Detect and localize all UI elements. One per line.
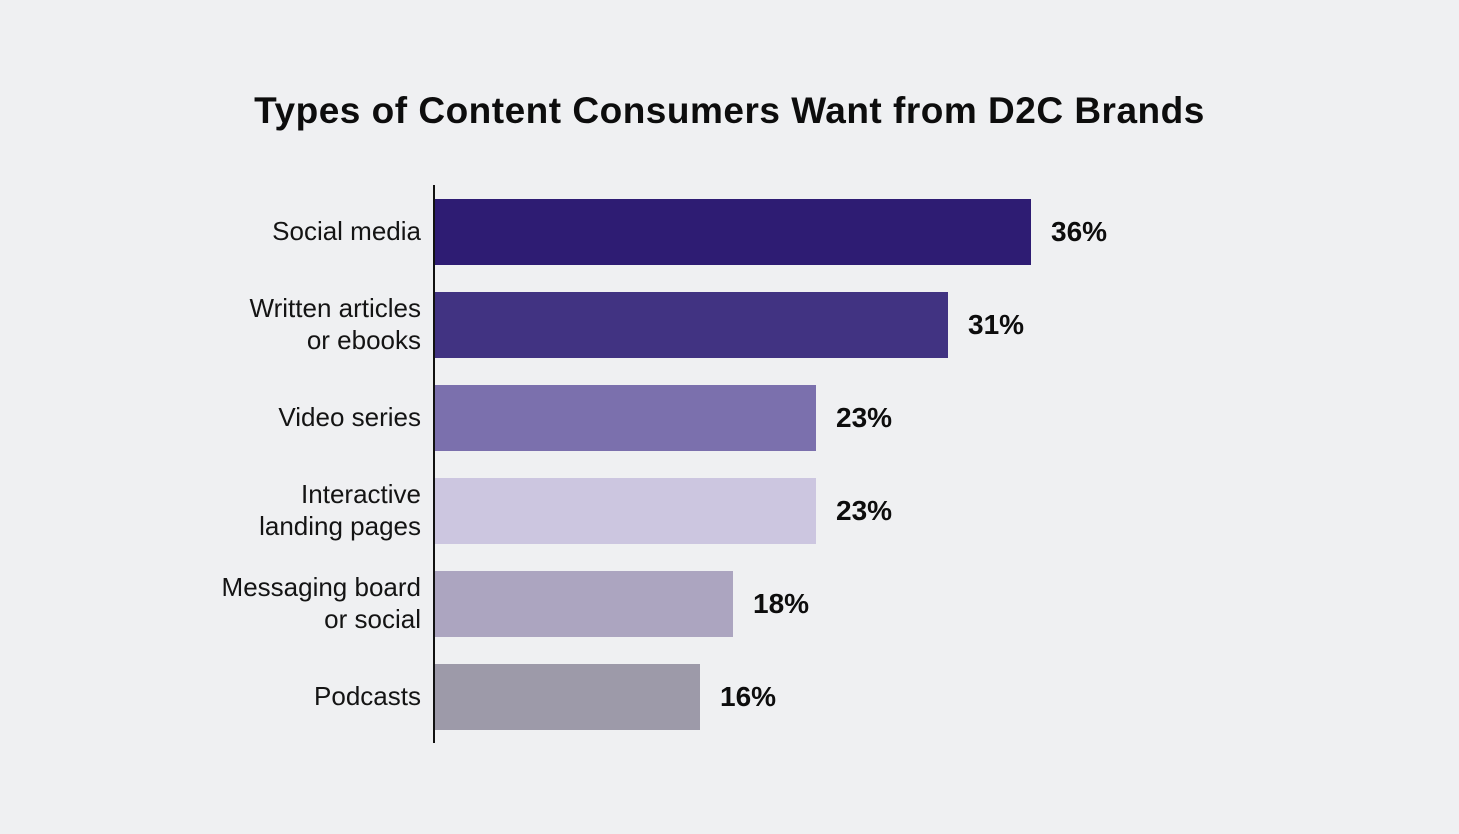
category-label: Messaging board or social	[221, 572, 421, 634]
category-label: Written articles or ebooks	[249, 293, 421, 355]
category-label: Podcasts	[314, 680, 421, 711]
bar	[435, 477, 816, 544]
category-label: Social media	[272, 215, 421, 246]
value-label: 18%	[753, 587, 810, 619]
chart-row: 31%	[435, 278, 1459, 371]
chart-row: 23%	[435, 371, 1459, 464]
y-axis-line	[433, 185, 435, 743]
value-label: 36%	[1051, 215, 1108, 247]
chart-row: 23%	[435, 464, 1459, 557]
bar	[435, 384, 816, 451]
chart-row: 18%	[435, 557, 1459, 650]
category-labels-column: Social media Written articles or ebooks Vi…	[0, 185, 433, 743]
chart-row: 36%	[435, 185, 1459, 278]
value-label: 31%	[968, 308, 1025, 340]
bar	[435, 663, 700, 730]
bar	[435, 291, 948, 358]
value-label: 16%	[720, 680, 777, 712]
bar-chart: Social media Written articles or ebooks Vi…	[0, 185, 1459, 743]
bar	[435, 570, 733, 637]
bars-column: 36% 31% 23% 23% 18% 16%	[435, 185, 1459, 743]
chart-row: 16%	[435, 650, 1459, 743]
bar	[435, 198, 1031, 265]
value-label: 23%	[836, 401, 893, 433]
category-label: Video series	[278, 401, 421, 432]
category-label: Interactive landing pages	[259, 479, 421, 541]
value-label: 23%	[836, 494, 893, 526]
chart-title: Types of Content Consumers Want from D2C…	[254, 90, 1205, 131]
